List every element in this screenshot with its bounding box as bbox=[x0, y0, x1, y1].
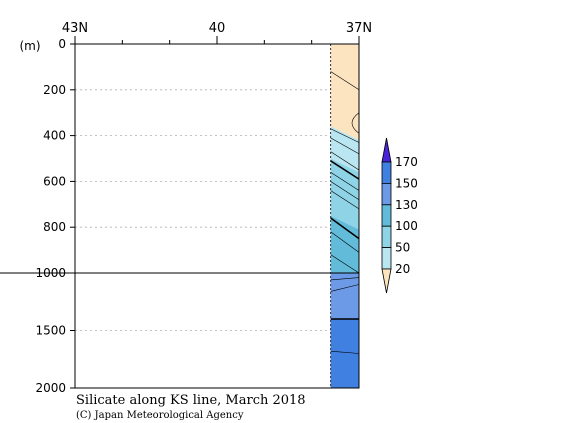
colorbar-label: 20 bbox=[395, 262, 410, 276]
data-layer bbox=[330, 273, 359, 319]
colorbar-legend: 20 50 100 130 150 170 bbox=[381, 137, 418, 294]
contour-line bbox=[330, 350, 360, 354]
y-tick-label: 1500 bbox=[35, 324, 66, 338]
contour-line bbox=[330, 217, 360, 240]
chart-title: Silicate along KS line, March 2018 bbox=[76, 393, 306, 408]
y-tick-label: 400 bbox=[43, 129, 66, 143]
colorbar-label: 170 bbox=[395, 155, 418, 169]
colorbar-label: 150 bbox=[395, 176, 418, 190]
y-tick-label: 0 bbox=[58, 37, 66, 51]
credit-text: (C) Japan Meteorological Agency bbox=[76, 410, 244, 421]
y-tick-label: 1000 bbox=[35, 266, 66, 280]
plot-area bbox=[75, 44, 360, 388]
contour-line bbox=[330, 277, 360, 281]
contour-line bbox=[330, 254, 360, 274]
contour-line bbox=[330, 137, 360, 155]
y-tick-label: 800 bbox=[43, 220, 66, 234]
y-tick-label: 2000 bbox=[35, 381, 66, 395]
contour-line bbox=[330, 181, 360, 200]
data-layer bbox=[330, 319, 359, 388]
x-tick-label: 40 bbox=[209, 21, 226, 36]
contour-line bbox=[330, 171, 360, 191]
contour-line bbox=[330, 71, 360, 91]
y-tick-label: 200 bbox=[43, 83, 66, 97]
contour-line bbox=[330, 284, 360, 292]
x-tick-label: 43N bbox=[62, 21, 88, 36]
data-layer bbox=[330, 215, 359, 273]
x-tick-label: 37N bbox=[346, 21, 372, 36]
axes: 43N 40 37N 0 200 400 600 800 1000 1500 2000 bbox=[0, 21, 372, 395]
colorbar-top-triangle bbox=[381, 137, 392, 163]
colorbar-bottom-triangle bbox=[381, 268, 392, 294]
colorbar-segment bbox=[381, 225, 392, 248]
data-layer bbox=[330, 158, 359, 230]
contour-line bbox=[330, 151, 360, 171]
contour-line bbox=[351, 112, 360, 134]
colorbar-segment bbox=[381, 161, 392, 184]
y-tick-label: 600 bbox=[43, 174, 66, 188]
colorbar-label: 50 bbox=[395, 241, 410, 255]
contour-line bbox=[330, 128, 360, 143]
contour-line bbox=[330, 231, 360, 253]
contour-line bbox=[330, 190, 360, 210]
colorbar-label: 130 bbox=[395, 198, 418, 212]
plot-frame bbox=[74, 43, 360, 389]
data-layer bbox=[330, 126, 359, 173]
colorbar-label: 100 bbox=[395, 219, 418, 233]
y-unit-label: (m) bbox=[19, 39, 40, 53]
colorbar-segment bbox=[381, 204, 392, 227]
colorbar-segment bbox=[381, 182, 392, 206]
data-layer bbox=[330, 44, 359, 141]
contour-line bbox=[330, 160, 360, 180]
colorbar-segment bbox=[381, 247, 392, 270]
